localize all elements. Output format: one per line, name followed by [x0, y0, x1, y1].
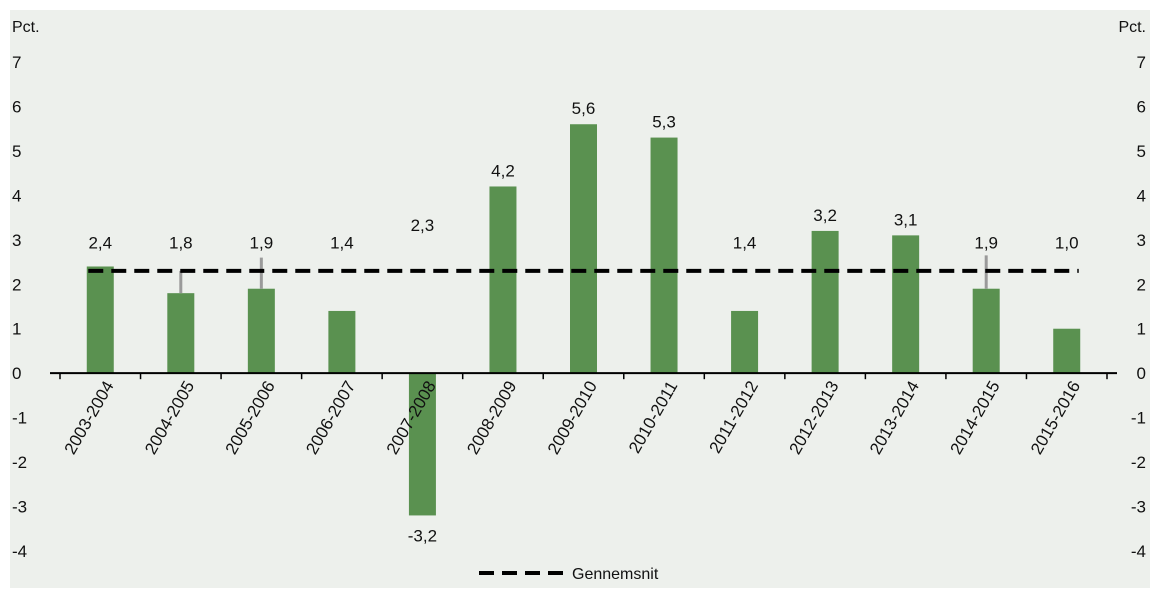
right-axis-tick-label: -2	[1131, 453, 1146, 472]
bar	[1053, 328, 1081, 374]
bars	[86, 124, 1081, 516]
legend-label-average: Gennemsnit	[572, 566, 659, 583]
right-axis-tick-label: 5	[1137, 142, 1146, 161]
category-label: 2011-2012	[706, 378, 762, 457]
bar	[650, 137, 678, 374]
left-axis-tick-label: 0	[12, 364, 21, 383]
bar	[408, 373, 436, 516]
left-axis-tick-label: -3	[12, 498, 27, 517]
data-label: 4,2	[491, 161, 515, 180]
bar	[972, 288, 1000, 374]
data-label: 2,4	[88, 233, 112, 252]
right-axis-tick-label: 1	[1137, 320, 1146, 339]
bar	[489, 186, 517, 374]
right-axis-tick-label: -3	[1131, 498, 1146, 517]
left-axis-tick-label: 6	[12, 97, 21, 116]
category-label: 2003-2004	[61, 378, 118, 458]
data-labels: 2,4 1,8 1,9 1,4 -3,2 4,2 5,6 5,3 1,4 3,2 3,1 1,9 1,0	[88, 99, 1078, 545]
category-label: 2010-2011	[625, 378, 681, 457]
data-label: 5,6	[572, 99, 596, 118]
category-label: 2004-2005	[141, 378, 198, 458]
left-axis-tick-label: 3	[12, 231, 21, 250]
data-label: 1,4	[330, 233, 354, 252]
category-label: 2006-2007	[302, 378, 359, 458]
data-label: 1,9	[974, 233, 998, 252]
left-axis-tick-label: 2	[12, 275, 21, 294]
right-axis-tick-label: -4	[1131, 542, 1146, 561]
data-label: 1,9	[250, 233, 274, 252]
right-axis-tick-label: 7	[1137, 53, 1146, 72]
bar	[328, 310, 356, 374]
category-label: 2005-2006	[222, 378, 279, 458]
left-axis-unit: Pct.	[12, 19, 40, 36]
bar	[167, 293, 195, 374]
right-axis-tick-label: 3	[1137, 231, 1146, 250]
legend: Gennemsnit	[479, 566, 659, 583]
bar	[731, 310, 759, 374]
average-label: 2,3	[411, 216, 435, 235]
left-axis-tick-label: -2	[12, 453, 27, 472]
bar	[811, 230, 839, 374]
left-axis-tick-label: -4	[12, 542, 27, 561]
left-axis-ticks: -4 -3 -2 -1 0 1 2 3 4 5 6 7	[12, 53, 27, 561]
data-label: 1,4	[733, 233, 757, 252]
right-axis-unit: Pct.	[1118, 19, 1146, 36]
data-label: -3,2	[408, 526, 437, 545]
bar-chart: Pct. Pct. -4 -3 -2 -1 0 1 2 3 4 5 6 7 -4 -3 -2 -1 0 1 2 3 4…	[12, 19, 1146, 583]
category-label: 2013-2014	[866, 378, 923, 458]
left-axis-tick-label: -1	[12, 409, 27, 428]
left-axis-tick-label: 1	[12, 320, 21, 339]
right-axis-tick-label: 6	[1137, 97, 1146, 116]
category-labels: 2003-2004 2004-2005 2005-2006 2006-2007 2007…	[61, 378, 1085, 458]
bar	[570, 124, 597, 374]
bar	[247, 288, 275, 374]
category-label: 2012-2013	[785, 378, 842, 458]
category-label: 2015-2016	[1027, 378, 1084, 458]
bar	[86, 266, 114, 374]
bar	[892, 235, 920, 374]
data-label: 1,8	[169, 233, 193, 252]
right-axis-ticks: -4 -3 -2 -1 0 1 2 3 4 5 6 7	[1131, 53, 1146, 561]
right-axis-tick-label: 0	[1137, 364, 1146, 383]
right-axis-tick-label: 2	[1137, 275, 1146, 294]
category-label: 2009-2010	[544, 378, 601, 458]
left-axis-tick-label: 4	[12, 186, 21, 205]
right-axis-tick-label: -1	[1131, 409, 1146, 428]
data-label: 3,2	[813, 206, 837, 225]
data-label: 3,1	[894, 210, 918, 229]
left-axis-tick-label: 7	[12, 53, 21, 72]
x-axis-ticks	[59, 373, 1108, 380]
right-axis-tick-label: 4	[1137, 186, 1146, 205]
category-label: 2014-2015	[947, 378, 1004, 458]
category-label: 2008-2009	[463, 378, 520, 458]
left-axis-tick-label: 5	[12, 142, 21, 161]
chart-panel: Pct. Pct. -4 -3 -2 -1 0 1 2 3 4 5 6 7 -4 -3 -2 -1 0 1 2 3 4…	[10, 10, 1150, 588]
data-label: 1,0	[1055, 233, 1079, 252]
data-label: 5,3	[652, 113, 676, 132]
